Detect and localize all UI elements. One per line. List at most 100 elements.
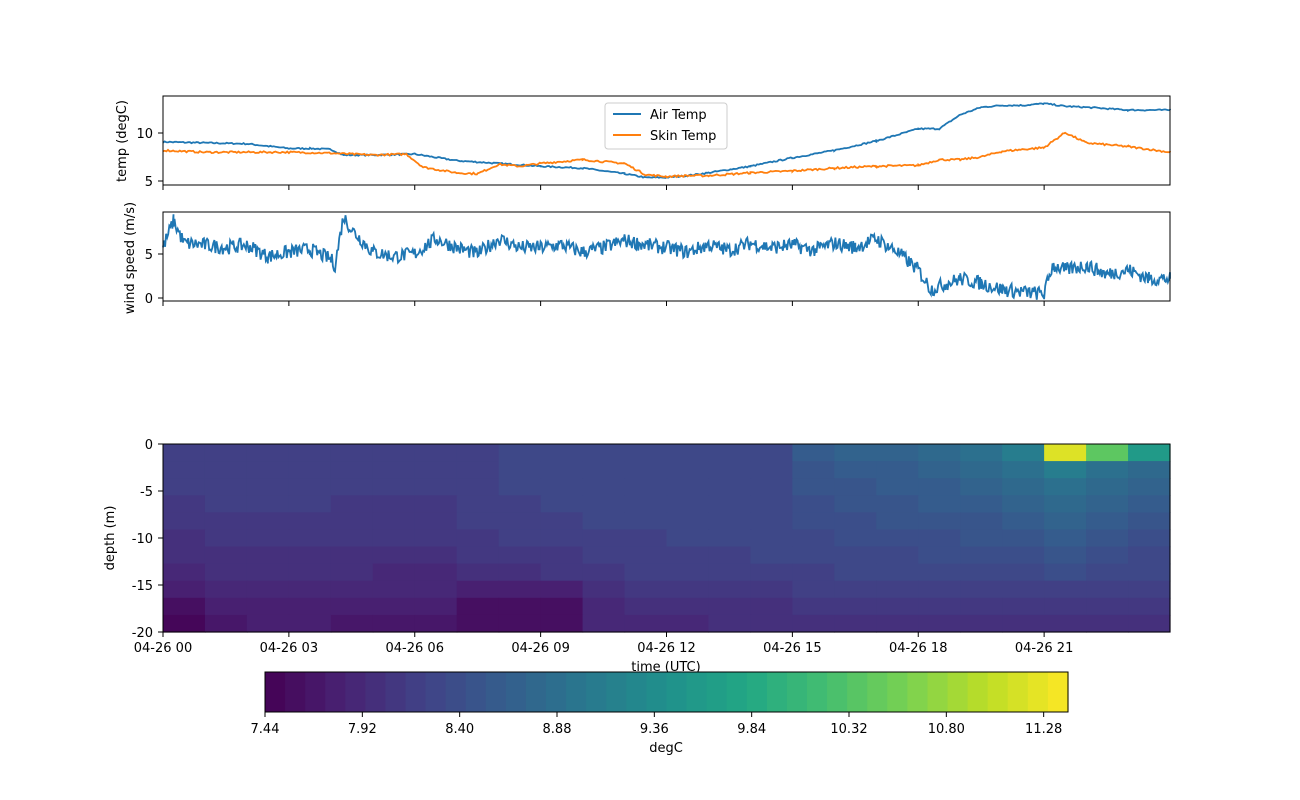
heatmap-cell [163,614,206,633]
heatmap-cell [876,614,919,633]
colorbar-segment [847,672,868,712]
heatmap-cell [414,546,458,565]
heatmap-cell [708,580,752,599]
heatmap-xtick-label: 04-26 21 [1015,641,1073,656]
heatmap-cell [750,478,793,496]
heatmap-cell [792,512,835,531]
skin-temp-line [162,131,1171,179]
wind-speed-line [162,214,1171,300]
heatmap-cell [414,444,458,462]
colorbar-segment [385,672,407,712]
heatmap-cell [456,597,500,616]
heatmap-cells [163,444,1171,633]
heatmap-cell [582,580,626,599]
heatmap-cell [288,563,332,582]
heatmap-cell [540,444,584,462]
heatmap-cell [666,529,710,548]
heatmap-cell [414,478,458,496]
heatmap-cell [624,580,668,599]
heatmap-cell [372,529,416,548]
heatmap-cell [1044,444,1087,462]
colorbar-ticks: 7.44 7.92 8.40 8.88 9.36 9.84 10.32 10.80 11.28 [251,712,1062,737]
colorbar-segment [907,672,929,712]
heatmap-cell [792,580,835,599]
heatmap-cell [246,546,290,565]
heatmap-cell [792,597,835,616]
heatmap-cell [163,512,206,531]
heatmap-cell [792,478,835,496]
wind-axes-frame [162,211,1171,302]
heatmap-cell [498,444,542,462]
heatmap-cell [204,563,248,582]
temp-legend: Air Temp Skin Temp [604,102,728,150]
heatmap-cell [876,478,919,496]
heatmap-cell [750,529,793,548]
heatmap-cell [708,495,752,513]
heatmap-cell [1086,546,1129,565]
heatmap-cell [792,529,835,548]
colorbar-segment [305,672,326,712]
heatmap-cell [834,597,877,616]
heatmap-ytick-label: -15 [132,579,153,594]
heatmap-cell [288,580,332,599]
heatmap-cell [708,461,752,479]
heatmap-cell [163,495,206,513]
colorbar-tick-label: 10.80 [928,722,965,737]
heatmap-cell [708,614,752,633]
heatmap-cell [750,461,793,479]
heatmap-cell [1086,529,1129,548]
colorbar-tick-label: 11.28 [1025,722,1062,737]
heatmap-cell [876,580,919,599]
heatmap-cell [1128,444,1171,462]
heatmap-cell [750,512,793,531]
heatmap-cell [288,461,332,479]
heatmap-cell [582,614,626,633]
heatmap-cell [204,461,248,479]
heatmap-cell [918,580,961,599]
heatmap-cell [540,597,584,616]
heatmap-cell [1002,512,1045,531]
heatmap-cell [624,478,668,496]
heatmap-cell [330,478,374,496]
heatmap-cell [666,580,710,599]
heatmap-cell [1044,563,1087,582]
colorbar-segment [766,672,788,712]
heatmap-y-axis-label: depth (m) [103,506,118,571]
heatmap-cell [960,512,1003,531]
heatmap-cell [330,529,374,548]
colorbar-segment [325,672,346,712]
heatmap-cell [834,444,877,462]
heatmap-cell [1128,614,1171,633]
colorbar-segment [505,672,527,712]
heatmap-cell [624,529,668,548]
heatmap-cell [750,597,793,616]
heatmap-cell [666,546,710,565]
colorbar-segment [425,672,447,712]
heatmap-cell [456,580,500,599]
heatmap-cell [1128,461,1171,479]
heatmap-cell [750,614,793,633]
heatmap-cell [372,495,416,513]
colorbar-segment [746,672,768,712]
colorbar-segment [365,672,387,712]
colorbar-segment [285,672,306,712]
colorbar-segment [586,672,607,712]
heatmap-cell [666,461,710,479]
colorbar-tick-label: 7.92 [348,722,377,737]
heatmap-cell [834,478,877,496]
heatmap-cell [918,529,961,548]
heatmap-cell [582,461,626,479]
colorbar-segment [887,672,908,712]
heatmap-cell [792,461,835,479]
heatmap-cell [163,444,206,462]
heatmap-cell [1128,580,1171,599]
heatmap-cell [456,563,500,582]
colorbar-segment [445,672,467,712]
colorbar-tick-label: 9.36 [640,722,669,737]
heatmap-cell [960,444,1003,462]
heatmap-cell [834,580,877,599]
colorbar-segment [1007,672,1029,712]
heatmap-cell [792,614,835,633]
heatmap-cell [1044,546,1087,565]
heatmap-cell [582,495,626,513]
